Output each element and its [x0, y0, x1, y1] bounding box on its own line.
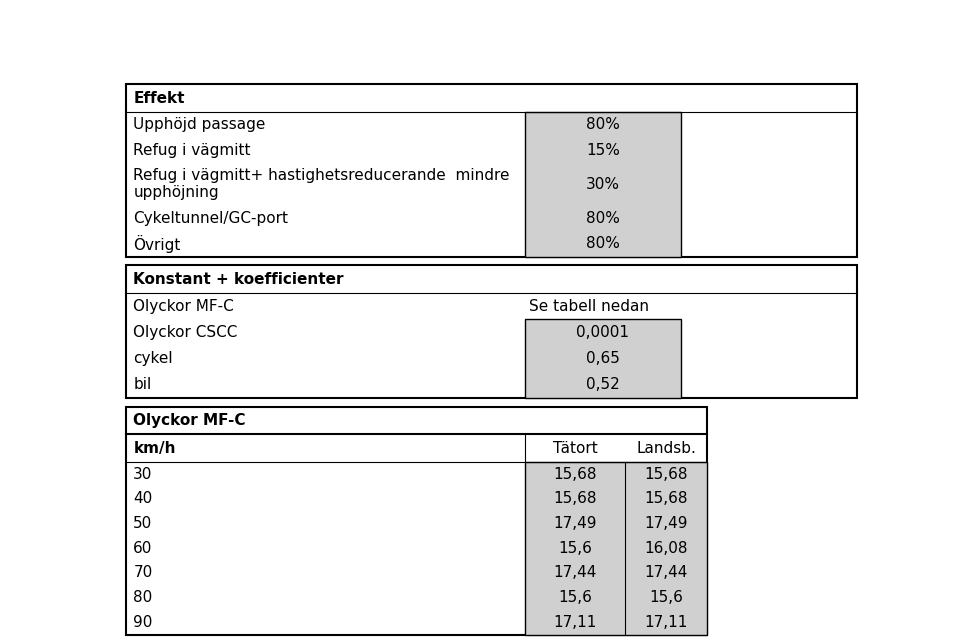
- Text: Tätort: Tätort: [552, 440, 597, 456]
- Text: 40: 40: [133, 492, 152, 506]
- Text: 16,08: 16,08: [644, 541, 688, 556]
- Text: 15%: 15%: [586, 143, 620, 158]
- Text: Olyckor CSCC: Olyckor CSCC: [133, 325, 238, 340]
- Text: Refug i vägmitt+ hastighetsreducerande  mindre
upphöjning: Refug i vägmitt+ hastighetsreducerande m…: [133, 168, 510, 201]
- Text: 15,68: 15,68: [644, 467, 688, 482]
- Text: 50: 50: [133, 516, 152, 531]
- Bar: [525, 462, 707, 635]
- Text: 15,6: 15,6: [558, 541, 592, 556]
- Text: Refug i vägmitt: Refug i vägmitt: [133, 143, 250, 158]
- Text: 0,52: 0,52: [586, 377, 620, 392]
- Text: Effekt: Effekt: [133, 90, 185, 106]
- Text: 30%: 30%: [586, 177, 620, 192]
- Text: 17,49: 17,49: [553, 516, 596, 531]
- Text: 90: 90: [133, 615, 152, 630]
- Text: Konstant + koefficienter: Konstant + koefficienter: [133, 272, 343, 287]
- Text: Upphöjd passage: Upphöjd passage: [133, 117, 266, 132]
- Text: Olyckor MF-C: Olyckor MF-C: [133, 299, 234, 313]
- Text: 17,49: 17,49: [644, 516, 688, 531]
- Text: Övrigt: Övrigt: [133, 235, 180, 253]
- Text: 17,11: 17,11: [644, 615, 688, 630]
- Text: 70: 70: [133, 565, 152, 581]
- Text: 17,11: 17,11: [553, 615, 596, 630]
- Text: 15,6: 15,6: [649, 590, 683, 605]
- Text: 15,68: 15,68: [553, 492, 596, 506]
- Text: Se tabell nedan: Se tabell nedan: [528, 299, 648, 313]
- Bar: [126, 85, 857, 256]
- Text: 80%: 80%: [586, 237, 620, 251]
- Text: 60: 60: [133, 541, 152, 556]
- Text: 15,68: 15,68: [553, 467, 596, 482]
- Text: 15,68: 15,68: [644, 492, 688, 506]
- Bar: [126, 406, 707, 635]
- Text: 80: 80: [133, 590, 152, 605]
- Text: Landsb.: Landsb.: [636, 440, 696, 456]
- Bar: [126, 265, 857, 397]
- Text: cykel: cykel: [133, 351, 173, 366]
- Text: 80%: 80%: [586, 211, 620, 226]
- Text: 0,0001: 0,0001: [576, 325, 629, 340]
- Text: 80%: 80%: [586, 117, 620, 132]
- Bar: [525, 112, 681, 256]
- Text: km/h: km/h: [133, 440, 175, 456]
- Bar: [525, 319, 681, 397]
- Text: Cykeltunnel/GC-port: Cykeltunnel/GC-port: [133, 211, 289, 226]
- Text: 0,65: 0,65: [586, 351, 620, 366]
- Text: 15,6: 15,6: [558, 590, 592, 605]
- Text: 30: 30: [133, 467, 152, 482]
- Text: Olyckor MF-C: Olyckor MF-C: [133, 413, 246, 428]
- Text: 17,44: 17,44: [553, 565, 596, 581]
- Text: bil: bil: [133, 377, 152, 392]
- Text: 17,44: 17,44: [644, 565, 688, 581]
